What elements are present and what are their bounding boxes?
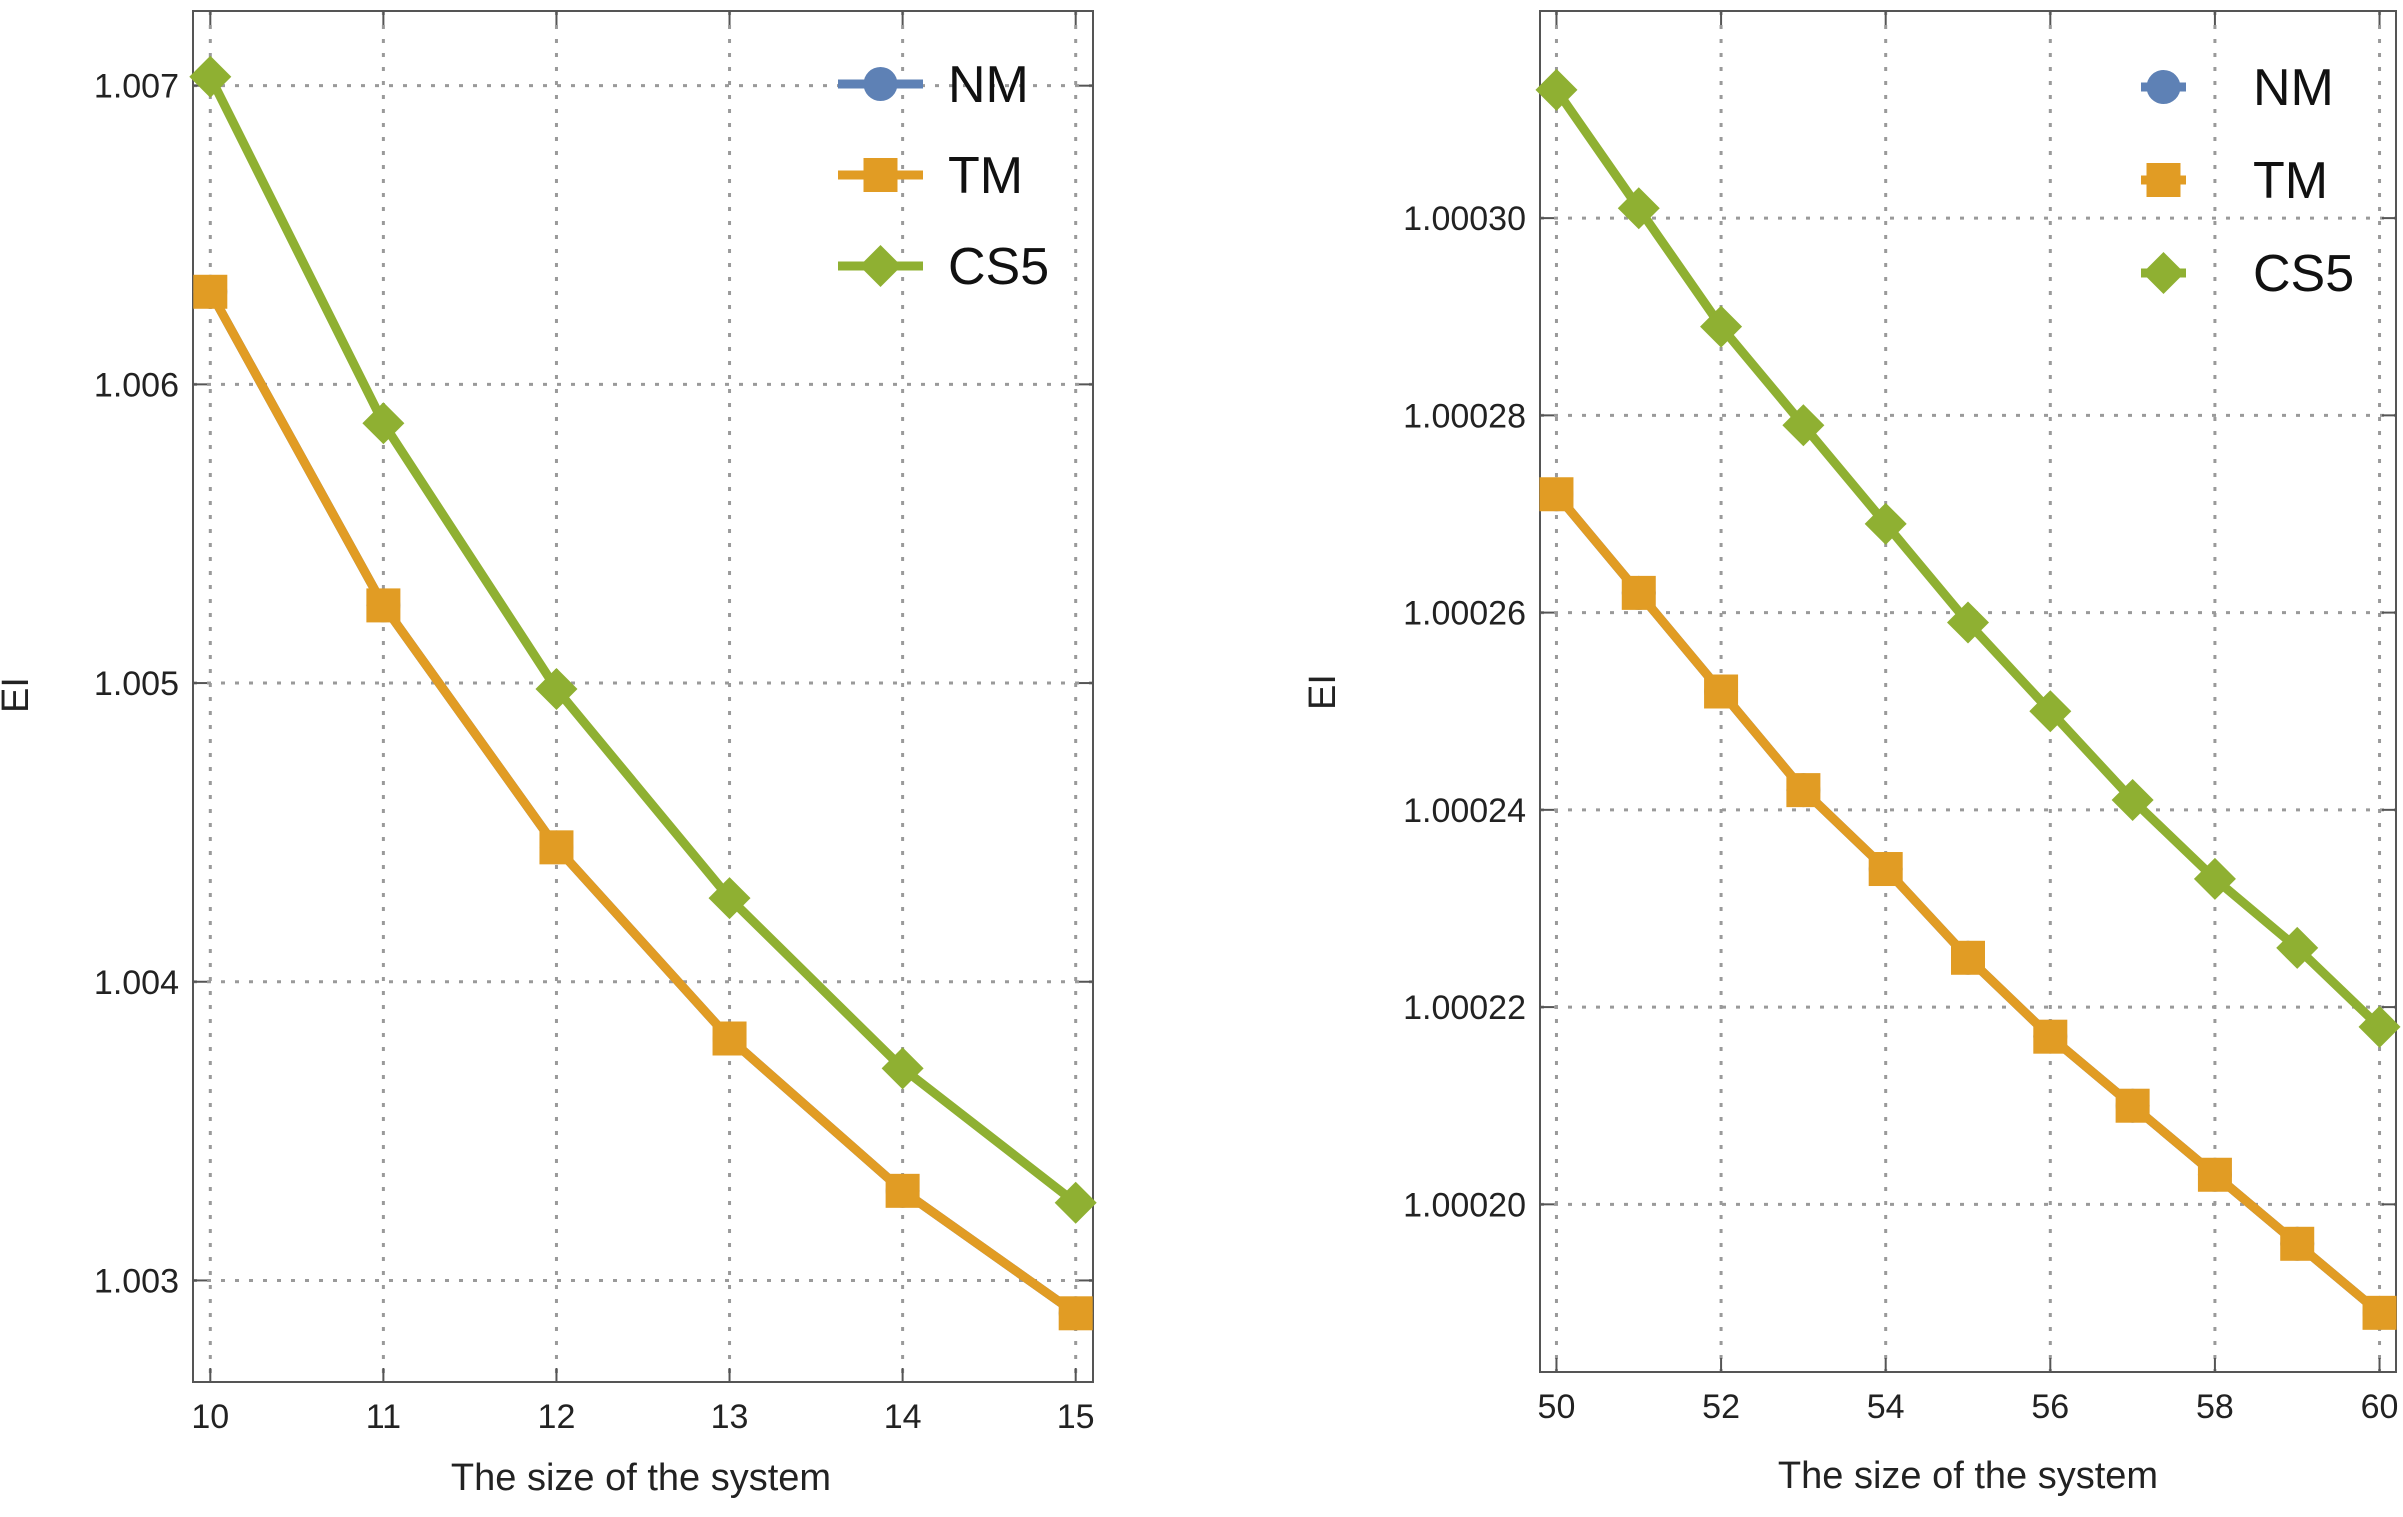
right-point-cs5 (2029, 690, 2072, 733)
right-point-cs5 (1700, 305, 1743, 348)
right-x-tick-label: 52 (1702, 1388, 1740, 1426)
right-legend-label-tm: TM (2253, 152, 2328, 210)
right-y-tick-label: 1.00030 (1403, 200, 1526, 238)
right-point-tm (1786, 773, 1821, 808)
right-point-tm (1539, 477, 1574, 512)
left-legend-label-nm: NM (948, 56, 1029, 114)
left-x-tick-label: 14 (884, 1398, 922, 1436)
left-x-tick-label: 13 (711, 1398, 749, 1436)
right-x-tick-label: 56 (2031, 1388, 2069, 1426)
right-legend-label-cs5: CS5 (2253, 245, 2354, 303)
left-x-tick-label: 12 (538, 1398, 576, 1436)
left-legend-marker-cs5 (859, 245, 902, 287)
left-series-line-tm (206, 289, 1079, 1317)
left-y-tick-label: 1.006 (94, 366, 179, 404)
left-legend-marker-nm (863, 67, 898, 101)
right-legend-marker-tm (2146, 163, 2181, 197)
right-y-tick-label: 1.00020 (1403, 1186, 1526, 1224)
left-x-tick-label: 10 (191, 1398, 229, 1436)
right-point-tm (1951, 940, 1985, 975)
left-chart-panel: 10 11 12 13 14 15 1.003 1.004 1.005 1.006 1.007 NM… (0, 10, 1097, 1499)
right-point-cs5 (1617, 187, 1660, 230)
left-point-tm (193, 274, 228, 309)
left-point-cs5 (708, 877, 751, 920)
left-point-cs5 (535, 668, 578, 711)
left-legend-label-cs5: CS5 (948, 238, 1049, 296)
right-legend-marker-cs5 (2142, 252, 2185, 294)
right-point-cs5 (2193, 857, 2236, 900)
right-chart-panel: 50 52 54 56 58 60 1.00020 1.00022 1.00024 1.00026… (1302, 10, 2401, 1497)
left-y-tick-label: 1.007 (94, 68, 179, 106)
left-legend-marker-tm (863, 158, 898, 192)
right-point-tm (1704, 674, 1739, 709)
right-point-tm (2033, 1019, 2068, 1054)
right-x-axis-title: The size of the system (1778, 1455, 2158, 1497)
right-point-cs5 (1947, 601, 1989, 644)
left-point-tm (539, 830, 574, 865)
right-legend-label-nm: NM (2253, 59, 2334, 117)
left-x-tick-label: 11 (366, 1398, 401, 1436)
right-point-cs5 (2276, 926, 2319, 969)
left-series-line-cs5 (206, 74, 1079, 1207)
right-legend-marker-nm (2146, 70, 2181, 104)
right-point-tm (2280, 1226, 2315, 1261)
right-y-tick-label: 1.00028 (1403, 397, 1526, 435)
right-point-tm (1868, 852, 1903, 887)
right-point-cs5 (1535, 68, 1578, 111)
right-y-axis-title: EI (1302, 674, 1344, 710)
right-point-cs5 (1864, 502, 1907, 545)
left-point-tm (1058, 1296, 1093, 1331)
left-y-tick-label: 1.005 (94, 665, 179, 703)
right-y-tick-label: 1.00026 (1403, 595, 1526, 633)
left-point-cs5 (881, 1047, 924, 1090)
left-point-cs5 (362, 402, 405, 445)
right-point-tm (1621, 575, 1656, 610)
left-x-axis-title: The size of the system (451, 1457, 831, 1499)
left-legend-label-tm: TM (948, 147, 1023, 205)
left-y-axis-title: EI (0, 677, 37, 713)
right-x-tick-label: 60 (2361, 1388, 2399, 1426)
right-series-line-cs5 (1552, 87, 2383, 1031)
left-x-tick-label: 15 (1057, 1398, 1095, 1436)
left-y-tick-label: 1.003 (94, 1262, 179, 1300)
right-y-tick-label: 1.00024 (1403, 792, 1526, 830)
left-point-cs5 (1054, 1181, 1097, 1224)
left-point-tm (366, 588, 401, 623)
right-x-tick-label: 54 (1867, 1388, 1905, 1426)
left-plot-frame (192, 10, 1094, 1383)
left-y-tick-label: 1.004 (94, 964, 179, 1002)
left-point-tm (885, 1173, 920, 1208)
left-point-tm (712, 1021, 747, 1056)
right-plot-frame (1539, 10, 2397, 1373)
right-point-cs5 (2358, 1005, 2401, 1048)
right-point-cs5 (1782, 404, 1825, 447)
left-series-line-nm (206, 289, 1079, 1317)
left-point-cs5 (189, 55, 232, 98)
right-x-tick-label: 50 (1538, 1388, 1576, 1426)
right-point-cs5 (2111, 778, 2154, 821)
right-y-tick-label: 1.00022 (1403, 989, 1526, 1027)
right-point-tm (2115, 1088, 2150, 1123)
right-x-tick-label: 58 (2196, 1388, 2234, 1426)
right-point-tm (2197, 1157, 2232, 1192)
right-point-tm (2362, 1295, 2397, 1330)
